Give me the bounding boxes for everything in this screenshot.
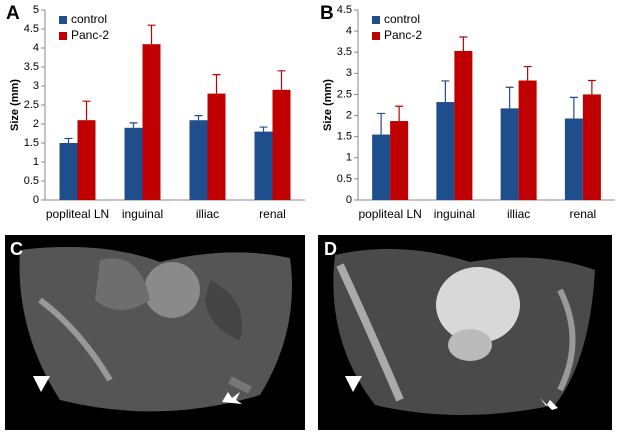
x-tick-label: popliteal LN — [46, 207, 109, 221]
y-tick-label: 2.5 — [24, 99, 39, 111]
x-tick-label: popliteal LN — [358, 207, 421, 221]
x-tick-label: inguinal — [122, 207, 163, 221]
bar — [124, 127, 143, 200]
error-bar — [82, 100, 91, 121]
y-tick-label: 3.5 — [24, 61, 39, 73]
x-tick-label: renal — [570, 207, 597, 221]
bar — [518, 80, 537, 200]
y-tick-label: 1.5 — [24, 137, 39, 149]
legend-swatch — [59, 32, 67, 40]
error-bar — [377, 112, 386, 135]
y-tick-label: 4.5 — [24, 23, 39, 35]
y-tick-label: 4.5 — [337, 4, 352, 16]
y-tick-label: 4 — [346, 25, 352, 37]
bar — [390, 121, 409, 200]
y-tick-label: 0.5 — [24, 175, 39, 187]
error-bar — [129, 122, 138, 128]
mri-d: D — [318, 235, 612, 430]
bar — [500, 108, 519, 200]
error-bar — [441, 80, 450, 103]
bar — [59, 143, 78, 200]
panel-label: D — [324, 239, 337, 259]
y-tick-label: 0.5 — [337, 173, 352, 185]
legend-label: control — [384, 12, 420, 26]
bar — [77, 120, 96, 200]
y-tick-label: 5 — [33, 4, 39, 16]
y-tick-label: 3 — [346, 67, 352, 79]
error-bar — [212, 74, 221, 94]
error-bar — [587, 79, 596, 95]
error-bar — [64, 137, 73, 143]
bar — [254, 131, 273, 200]
panel-label: B — [320, 3, 334, 24]
bar — [189, 120, 208, 200]
y-tick-label: 3 — [33, 80, 39, 92]
error-bar — [569, 96, 578, 119]
legend-swatch — [59, 16, 67, 24]
bar — [582, 94, 601, 200]
bar — [272, 89, 291, 200]
y-tick-label: 1.5 — [337, 131, 352, 143]
bar — [207, 93, 226, 200]
bar — [142, 44, 161, 201]
y-tick-label: 2.5 — [337, 88, 352, 100]
mri-c: C — [5, 235, 305, 430]
y-tick-label: 0 — [33, 194, 39, 206]
bar — [436, 102, 455, 200]
bar — [564, 118, 583, 200]
y-axis-label: Size (mm) — [9, 79, 21, 131]
error-bar — [505, 86, 514, 109]
error-bar — [147, 24, 156, 45]
y-tick-label: 1 — [346, 152, 352, 164]
y-tick-label: 4 — [33, 42, 39, 54]
y-tick-label: 2 — [346, 109, 352, 121]
legend-label: Panc-2 — [384, 28, 422, 42]
y-axis-label: Size (mm) — [322, 79, 334, 131]
legend-swatch — [372, 32, 380, 40]
panel-label: A — [6, 3, 20, 24]
error-bar — [277, 70, 286, 90]
error-bar — [523, 65, 532, 81]
legend-label: control — [71, 12, 107, 26]
x-tick-label: illiac — [507, 207, 530, 221]
bar — [372, 134, 391, 200]
legend-swatch — [372, 16, 380, 24]
panel-label: C — [10, 239, 23, 259]
bar — [454, 50, 473, 201]
x-tick-label: illiac — [196, 207, 219, 221]
y-tick-label: 0 — [346, 194, 352, 206]
x-tick-label: inguinal — [434, 207, 475, 221]
legend-label: Panc-2 — [71, 28, 109, 42]
error-bar — [259, 126, 268, 132]
error-bar — [395, 105, 404, 122]
x-tick-label: renal — [259, 207, 286, 221]
error-bar — [194, 115, 203, 121]
y-tick-label: 2 — [33, 118, 39, 130]
y-tick-label: 1 — [33, 156, 39, 168]
y-tick-label: 3.5 — [337, 46, 352, 58]
error-bar — [459, 36, 468, 51]
